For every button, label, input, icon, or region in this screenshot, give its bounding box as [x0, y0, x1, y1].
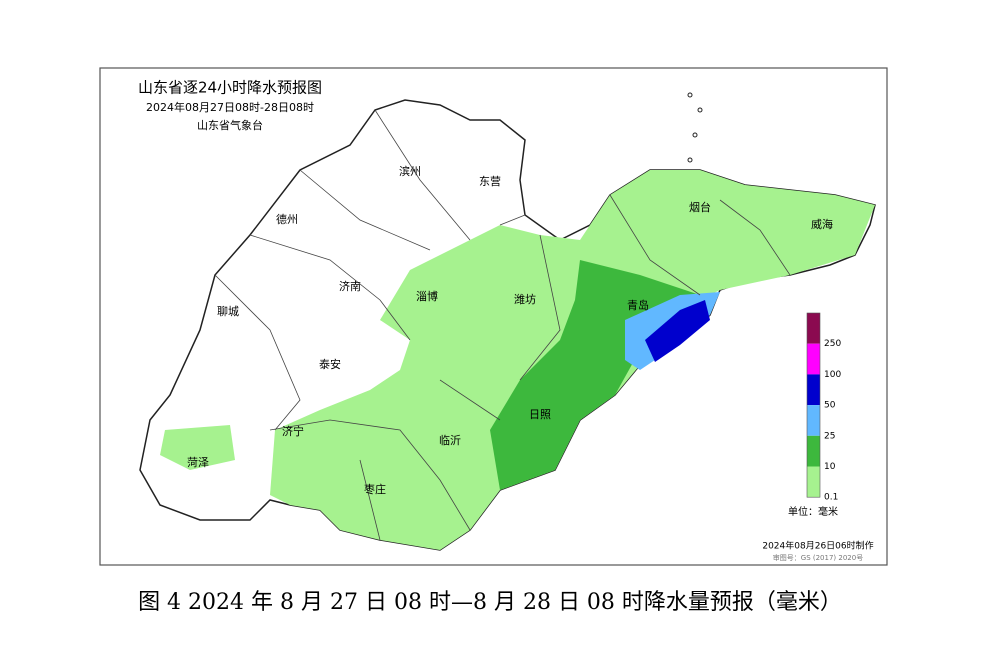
legend-label: 100	[824, 370, 841, 380]
rain-50	[645, 300, 710, 362]
map-title: 山东省逐24小时降水预报图	[138, 79, 322, 97]
made-time: 2024年08月26日06时制作	[762, 540, 873, 552]
city-label: 临沂	[439, 433, 461, 447]
city-label: 菏泽	[187, 456, 209, 469]
city-label: 济宁	[282, 424, 304, 438]
legend-top	[807, 313, 820, 344]
legend-label: 50	[824, 401, 836, 411]
legend-swatch	[807, 435, 820, 467]
city-label: 威海	[811, 217, 833, 231]
city-label: 泰安	[319, 357, 341, 371]
legend-label: 25	[824, 431, 835, 441]
city-label: 青岛	[627, 298, 649, 312]
legend-border	[806, 312, 821, 498]
county-lines	[214, 109, 791, 541]
islands	[687, 92, 703, 163]
city-label: 淄博	[416, 290, 438, 303]
approval: 审图号：GS (2017) 2020号	[773, 553, 863, 562]
rain-0.1-heze	[160, 425, 235, 470]
legend-swatch	[807, 405, 820, 436]
legend-unit: 单位：毫米	[788, 505, 838, 518]
map-period: 2024年08月27日08时-28日08时	[146, 100, 314, 114]
map-issuer: 山东省气象台	[197, 118, 263, 132]
legend-swatch	[807, 343, 820, 375]
city-label: 枣庄	[364, 482, 386, 496]
legend-label: 250	[824, 339, 841, 349]
caption: 图 4 2024 年 8 月 27 日 08 时—8 月 28 日 08 时降水…	[138, 590, 842, 615]
city-label: 济南	[339, 279, 361, 293]
city-label: 德州	[276, 212, 298, 226]
city-label: 烟台	[689, 200, 711, 214]
legend-swatch	[807, 374, 820, 406]
city-label: 滨州	[399, 164, 421, 178]
legend-label: 10	[824, 462, 836, 472]
legend-label: 0.1	[824, 493, 838, 503]
legend-swatch	[807, 466, 820, 498]
city-label: 日照	[529, 408, 551, 421]
city-label: 潍坊	[514, 292, 536, 306]
city-label: 东营	[479, 174, 501, 188]
city-label: 聊城	[217, 304, 239, 318]
